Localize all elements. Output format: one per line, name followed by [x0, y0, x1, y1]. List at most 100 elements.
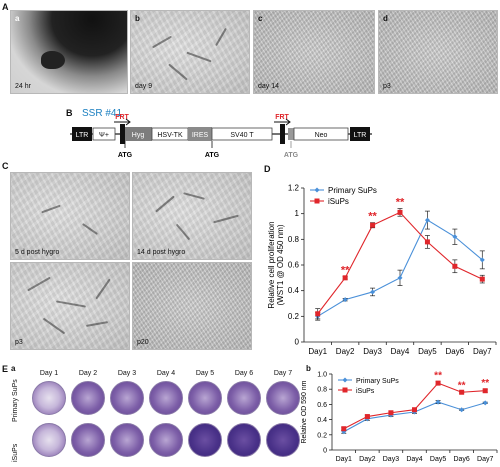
sv40t-segment [211, 127, 273, 141]
culture-well [188, 423, 222, 457]
cell [215, 27, 227, 47]
micrograph-day9: b day 9 [130, 10, 250, 94]
plate-day-label: Day 1 [39, 370, 59, 377]
culture-well [227, 381, 261, 415]
ltr-left [72, 127, 92, 141]
legend-marker [314, 198, 320, 204]
legend-marker [314, 187, 320, 193]
culture-well [188, 381, 222, 415]
panel-e-sub-a: a [11, 364, 16, 373]
x-tick-label: Day6 [453, 456, 469, 463]
micrograph-24hr: a 24 hr [10, 10, 128, 94]
proliferation-chart: 0 0.2 0.4 0.6 0.8 1 1.2 Day1 Day2 Day3 Day4 Day5 Day… [267, 184, 497, 356]
data-point-isups [315, 311, 321, 317]
cell [85, 321, 109, 327]
cell [82, 223, 98, 235]
data-point-isups [435, 380, 441, 386]
cell [186, 51, 212, 63]
ires-segment [188, 127, 212, 141]
data-point-primary [452, 234, 458, 240]
x-tick-label: Day7 [477, 456, 493, 463]
y-tick-label: 1.2 [288, 184, 300, 193]
image-caption-p3: p3 [383, 83, 391, 90]
cell [183, 192, 205, 200]
frt-site-1 [120, 124, 125, 144]
micrograph-14d-post-hygro: 14 d post hygro [132, 172, 252, 260]
tissue-explant [41, 51, 65, 69]
data-point-primary [342, 297, 348, 303]
psi-segment [92, 127, 116, 141]
significance-marker: ** [341, 265, 350, 277]
x-tick-label: Day1 [336, 456, 352, 463]
x-tick-label: Day5 [418, 347, 437, 356]
plate-day-label: Day 6 [234, 370, 254, 377]
cell [56, 300, 86, 308]
x-tick-label: Day2 [336, 347, 355, 356]
od590-chart: 0 0.2 0.4 0.6 0.8 1.0 Day1 Day2 Day3 Day4 Day5 Day6… [301, 371, 498, 463]
data-point-isups [459, 389, 465, 395]
image-tag-d: d [383, 14, 388, 23]
data-point-isups [452, 263, 458, 269]
data-point-isups [479, 276, 485, 282]
atg-label-3: ATG [284, 152, 299, 159]
psi-label: Ψ+ [99, 132, 109, 139]
x-tick-label: Day6 [446, 347, 465, 356]
data-point-isups [482, 388, 488, 394]
legend-marker [342, 377, 348, 383]
data-point-isups [370, 222, 376, 228]
plate-day-label: Day 3 [117, 370, 137, 377]
culture-well [266, 423, 300, 457]
y-tick-label: 0.6 [288, 261, 300, 270]
significance-marker: ** [458, 380, 466, 391]
data-point-isups [397, 209, 403, 215]
y-tick-label: 0.8 [317, 387, 327, 394]
data-point-isups [341, 426, 347, 432]
significance-marker: ** [368, 211, 377, 223]
frt-label-1: FRT [115, 114, 129, 121]
plate-row-label: iSuPs [12, 443, 19, 462]
frt-arrow-2 [274, 118, 291, 126]
atg-label-2: ATG [205, 152, 220, 159]
y-tick-label: 0 [323, 448, 327, 455]
significance-marker: ** [434, 371, 442, 382]
data-point-primary [459, 407, 465, 413]
y-tick-label: 1 [295, 209, 300, 218]
culture-well [149, 423, 183, 457]
data-point-primary [435, 399, 441, 405]
cell [168, 63, 188, 81]
cell [41, 204, 61, 214]
legend-marker [342, 387, 348, 393]
y-axis-label: Relative cell proliferation(WST1 @ OD 45… [267, 221, 285, 308]
image-caption-p20: p20 [137, 339, 149, 346]
cell [155, 195, 175, 213]
plate-day-label: Day 4 [156, 370, 176, 377]
culture-well [149, 381, 183, 415]
atg-box [288, 128, 294, 140]
cell [151, 35, 173, 49]
x-tick-label: Day1 [308, 347, 327, 356]
data-point-isups [412, 407, 417, 413]
crystal-violet-plate: Day 1 Day 2 Day 3 Day 4 Day 5 Day 6 Day 7 Prima… [8, 368, 308, 464]
data-point-isups [388, 410, 394, 416]
legend-label: iSuPs [328, 197, 349, 206]
y-tick-label: 0.4 [317, 417, 327, 424]
culture-well [110, 381, 144, 415]
data-point-primary [479, 257, 485, 263]
micrograph-c-p3: p3 [10, 262, 130, 350]
legend-label: Primary SuPs [356, 378, 399, 385]
hsvtk-label: HSV-TK [157, 132, 183, 139]
image-caption-5d: 5 d post hygro [15, 249, 60, 256]
neo-segment [293, 127, 349, 141]
frt-arrow-1 [114, 118, 131, 126]
image-caption-14d: 14 d post hygro [137, 249, 186, 256]
x-tick-label: Day7 [473, 347, 492, 356]
ltr-left-label: LTR [76, 132, 89, 139]
legend-label: Primary SuPs [328, 186, 377, 195]
culture-well [71, 423, 105, 457]
y-tick-label: 0.8 [288, 235, 300, 244]
frt-site-2 [280, 124, 285, 144]
y-tick-label: 0 [295, 338, 300, 347]
plate-day-label: Day 2 [78, 370, 98, 377]
data-point-isups [424, 239, 430, 245]
image-tag-a: a [15, 14, 20, 23]
